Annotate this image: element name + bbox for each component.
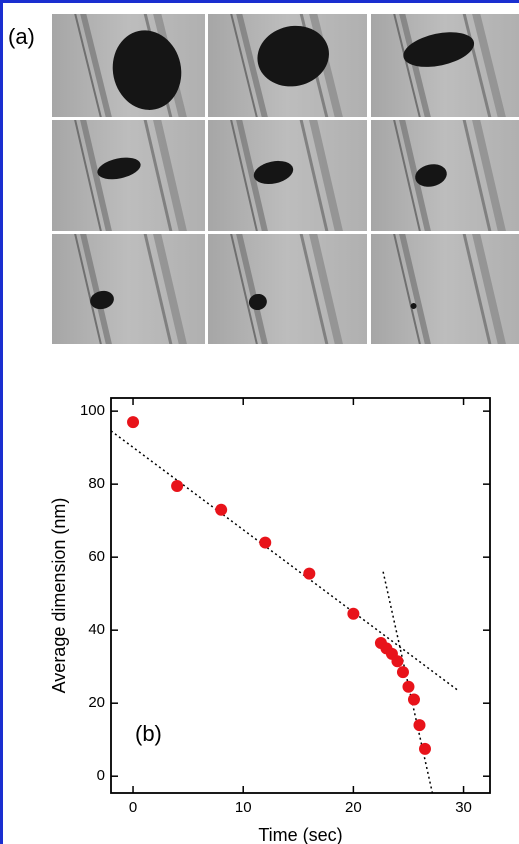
tube-wall — [74, 14, 102, 117]
tube-wall — [143, 234, 173, 344]
tube-wall — [236, 120, 268, 231]
tube-wall — [153, 234, 187, 344]
y-axis-label: Average dimension (nm) — [49, 498, 69, 694]
fit-line — [111, 430, 459, 692]
tube-wall — [399, 120, 431, 231]
tube-wall — [309, 234, 343, 344]
particle — [410, 303, 417, 309]
data-point — [413, 719, 426, 732]
tube-wall — [393, 234, 421, 344]
tube-wall — [462, 234, 492, 344]
tube-wall — [80, 120, 112, 231]
tube-wall — [399, 234, 431, 344]
frame-top — [0, 0, 519, 3]
particle — [248, 293, 267, 311]
x-tick-label: 10 — [235, 799, 252, 816]
particle — [403, 32, 475, 67]
y-tick-label: 0 — [97, 767, 105, 784]
data-point — [259, 536, 272, 549]
data-point — [407, 693, 420, 706]
data-point — [127, 416, 140, 429]
data-point — [347, 607, 360, 620]
tube-wall — [230, 234, 258, 344]
tube-wall — [462, 14, 492, 117]
y-tick-label: 60 — [88, 548, 105, 565]
y-tick-label: 100 — [80, 402, 105, 419]
micrograph — [371, 120, 519, 231]
data-point — [391, 655, 404, 668]
data-point — [215, 503, 228, 516]
tube-wall — [299, 234, 329, 344]
micrograph — [52, 14, 205, 117]
tube-wall — [80, 234, 112, 344]
data-point — [171, 479, 184, 492]
micrograph — [52, 120, 205, 231]
particle — [257, 25, 329, 87]
tube-wall — [74, 120, 102, 231]
tube-wall — [74, 234, 102, 344]
tube-wall — [309, 120, 343, 231]
tube-wall — [230, 14, 258, 117]
data-point — [402, 680, 415, 693]
data-point — [396, 666, 409, 679]
plot-frame — [110, 397, 491, 794]
y-tick-label: 80 — [88, 475, 105, 492]
particle — [90, 290, 114, 310]
tube-wall — [143, 120, 173, 231]
particle — [415, 164, 447, 187]
panel-label: (b) — [135, 721, 162, 746]
x-axis-label: Time (sec) — [258, 825, 342, 844]
tube-wall — [80, 14, 112, 117]
particle — [253, 160, 294, 185]
tube-wall — [153, 120, 187, 231]
micrograph — [208, 120, 367, 231]
x-tick-label: 30 — [455, 799, 472, 816]
x-tick-label: 0 — [129, 799, 137, 816]
micrograph-grid — [52, 14, 519, 344]
micrograph — [52, 234, 205, 344]
tube-wall — [230, 120, 258, 231]
particle — [112, 30, 182, 110]
x-tick-label: 20 — [345, 799, 362, 816]
panel-label: (a) — [8, 24, 35, 49]
micrograph — [208, 234, 367, 344]
micrograph — [208, 14, 367, 117]
tube-wall — [236, 14, 268, 117]
tube-wall — [472, 120, 506, 231]
fit-line — [382, 571, 434, 793]
tube-wall — [299, 120, 329, 231]
tube-wall — [472, 234, 506, 344]
tile-bg — [208, 234, 367, 344]
frame-left — [0, 0, 3, 844]
data-point — [303, 567, 316, 580]
micrograph — [371, 234, 519, 344]
tube-wall — [462, 120, 492, 231]
micrograph — [371, 14, 519, 117]
y-tick-label: 20 — [88, 694, 105, 711]
particle — [97, 157, 141, 180]
tube-wall — [472, 14, 506, 117]
tube-wall — [393, 120, 421, 231]
tube-wall — [393, 14, 421, 117]
data-point — [418, 742, 431, 755]
tube-wall — [236, 234, 268, 344]
y-tick-label: 40 — [88, 621, 105, 638]
